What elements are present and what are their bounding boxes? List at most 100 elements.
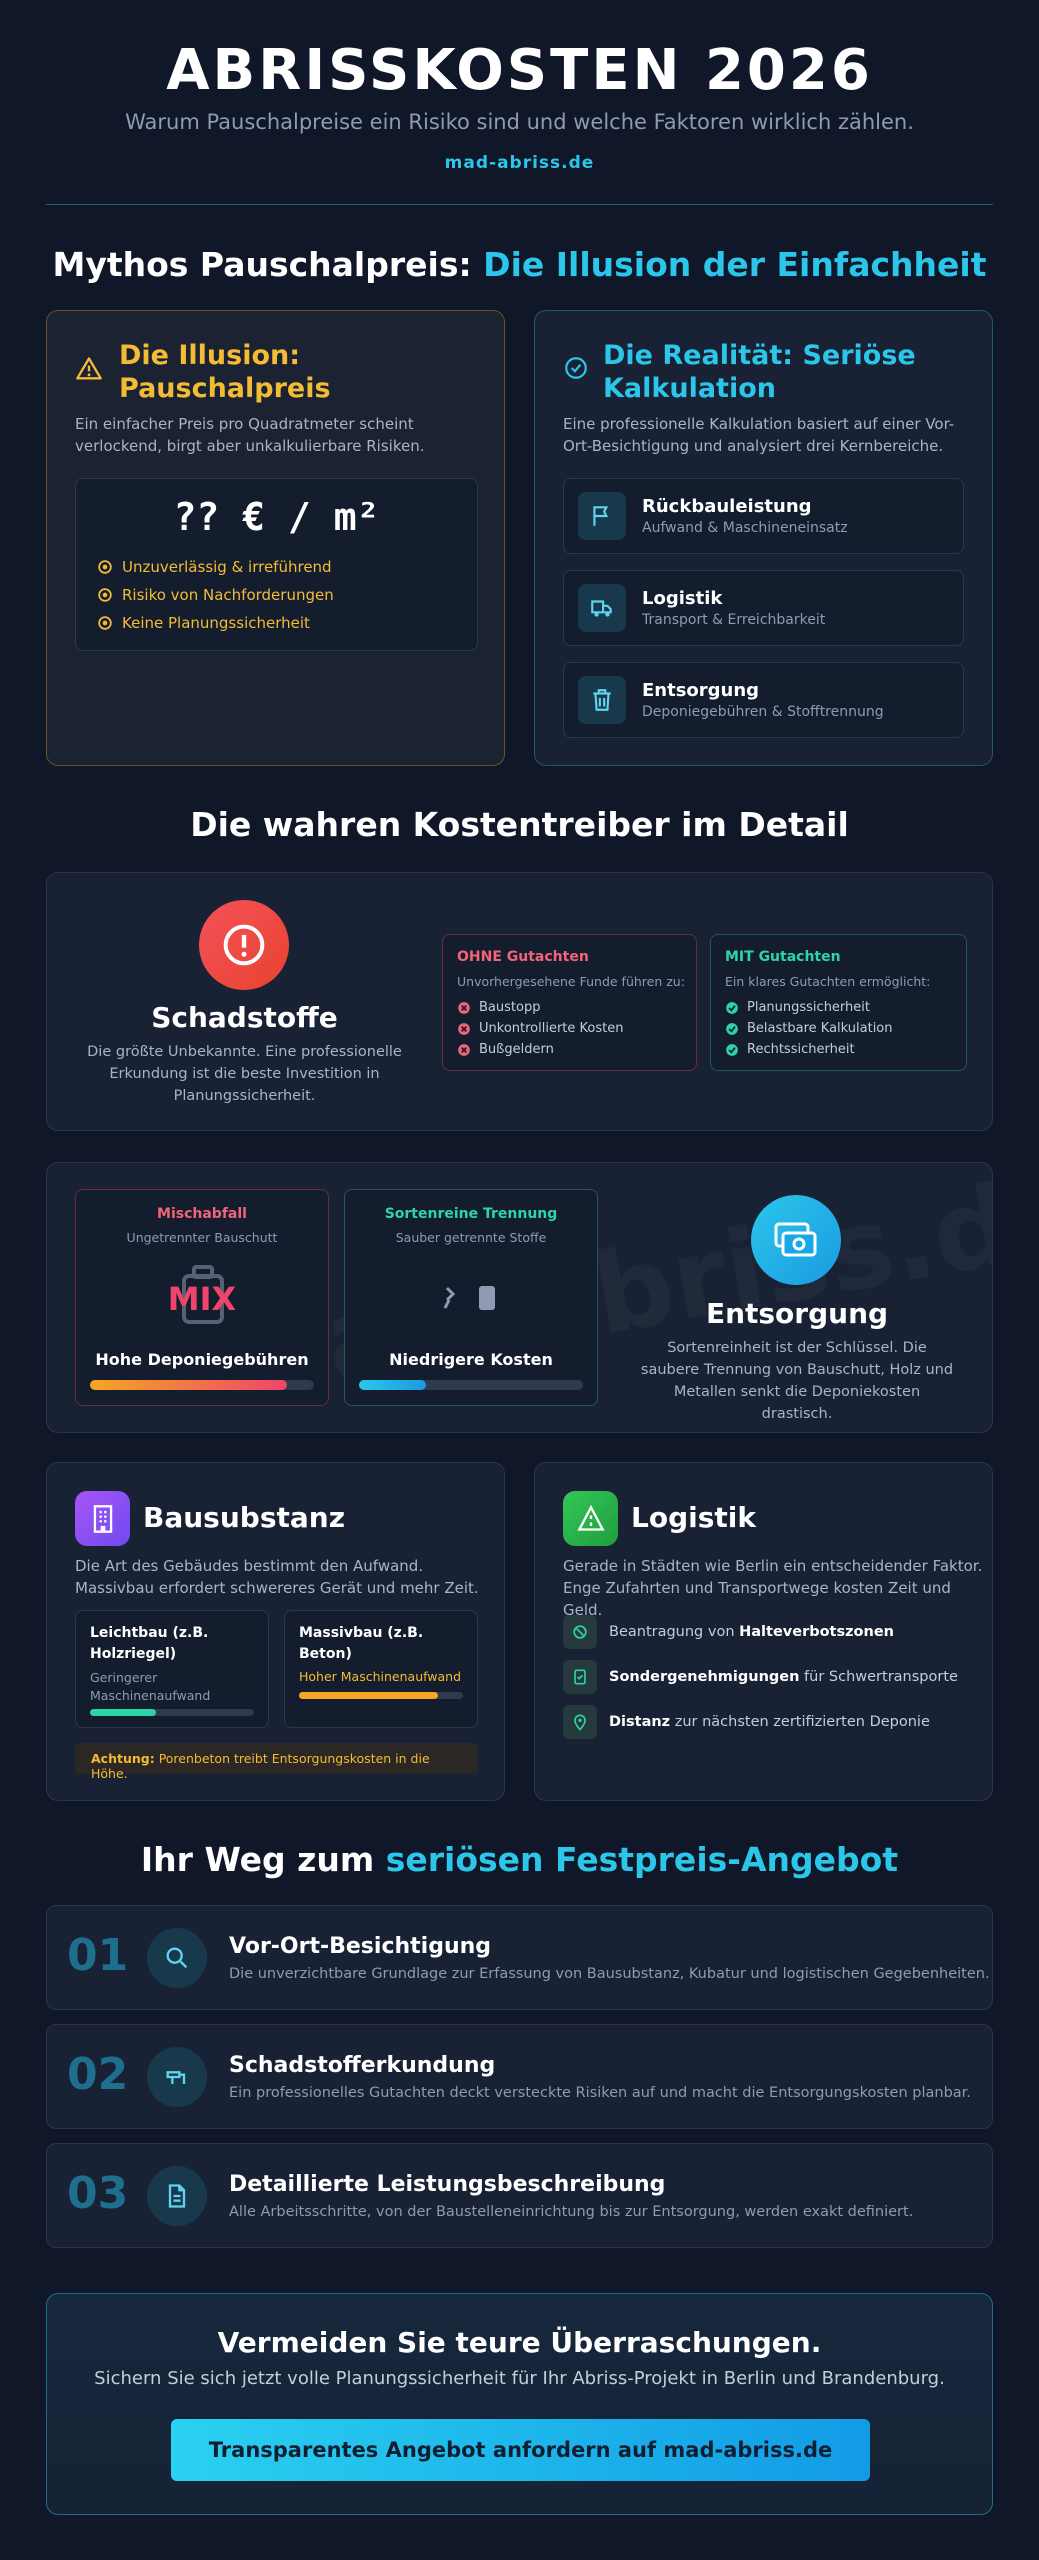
icon xyxy=(728,1046,736,1054)
cta-text: Sichern Sie sich jetzt volle Planungssic… xyxy=(94,2368,945,2389)
reality-card: Die Realität: Seriöse Kalkulation Eine p… xyxy=(534,310,993,766)
title: ABRISSKOSTEN 2026 xyxy=(166,38,873,103)
bar-track xyxy=(299,1692,463,1699)
section-heading: Mythos Pauschalpreis: Die Illusion der E… xyxy=(0,245,1039,284)
bullet: Risiko von Nachforderungen xyxy=(98,581,334,609)
icon xyxy=(99,1510,106,1532)
icon xyxy=(98,588,112,602)
icon xyxy=(87,373,91,377)
icon xyxy=(578,1718,582,1722)
solid-subtitle: Hoher Maschinenaufwand xyxy=(299,1669,462,1684)
icon xyxy=(574,1714,586,1731)
solid-title: Massivbau (z.B. Beton) xyxy=(299,1625,424,1662)
item-icon xyxy=(563,1614,597,1649)
sorted-subtitle: Sauber getrennte Stoffe xyxy=(395,1230,547,1245)
bullet-icon xyxy=(98,560,112,574)
block xyxy=(90,1709,156,1716)
block xyxy=(90,1380,288,1390)
step-number: 01 xyxy=(67,1930,129,1981)
illusion-title: Die Illusion: Pauschalpreis xyxy=(119,340,331,404)
hazard-icon xyxy=(199,900,289,990)
bullet: Keine Planungssicherheit xyxy=(98,609,334,637)
warning-text: Porenbeton treibt Entsorgungskosten in d… xyxy=(91,1751,430,1781)
structure-title: Bausubstanz xyxy=(143,1501,345,1534)
logistics-item: Sondergenehmigungen für Schwertransporte xyxy=(563,1654,958,1699)
item-text: Sondergenehmigungen für Schwertransporte xyxy=(609,1669,958,1685)
item-part: Distanz xyxy=(609,1713,671,1730)
step-text: Die unverzichtbare Grundlage zur Erfassu… xyxy=(229,1966,990,1982)
block: Logistik Transport & Erreichbarkeit xyxy=(642,588,825,628)
without-title: OHNE Gutachten xyxy=(457,949,589,965)
light-title: Leichtbau (z.B. Holzriegel) xyxy=(90,1625,209,1662)
list-item: Bußgeldern xyxy=(457,1039,623,1060)
icon xyxy=(574,1714,586,1731)
mixed-title: Mischabfall xyxy=(157,1206,247,1222)
icon xyxy=(166,2071,186,2084)
icon xyxy=(461,1046,467,1053)
icon xyxy=(593,506,609,526)
list-text: Planungssicherheit xyxy=(747,1000,870,1015)
bullet-icon xyxy=(98,588,112,602)
check-icon xyxy=(565,357,587,379)
myth-heading: Mythos Pauschalpreis: xyxy=(52,245,472,284)
icon xyxy=(479,1286,495,1310)
2-subtitle: Deponiegebühren & Stofftrennung xyxy=(642,704,884,720)
list-text: Belastbare Kalkulation xyxy=(747,1021,893,1036)
warning-icon xyxy=(76,357,102,380)
steps-heading: Ihr Weg zum xyxy=(140,1840,375,1879)
icon xyxy=(728,1025,736,1033)
with-title: MIT Gutachten xyxy=(725,949,841,965)
item-part: Beantragung von xyxy=(609,1623,735,1640)
icon xyxy=(192,1265,214,1279)
step-number: 02 xyxy=(67,2049,129,2100)
item-part: Halteverbotszonen xyxy=(739,1623,895,1640)
1-subtitle: Transport & Erreichbarkeit xyxy=(642,612,826,628)
bullet-icon xyxy=(98,616,112,630)
logistics-item: Distanz zur nächsten zertifizierten Depo… xyxy=(563,1699,958,1744)
block xyxy=(299,1692,439,1699)
structure-text: Die Art des Gebäudes bestimmt den Aufwan… xyxy=(75,1557,479,1597)
bullet-text: Risiko von Nachforderungen xyxy=(122,586,334,604)
block xyxy=(359,1380,427,1390)
bullet-text: Unzuverlässig & irreführend xyxy=(122,558,332,576)
icon xyxy=(461,1025,467,1032)
hazard-text: Die größte Unbekannte. Eine professionel… xyxy=(87,1044,402,1104)
disposal-title: Entsorgung xyxy=(705,1297,889,1330)
step-title: Detaillierte Leistungsbeschreibung xyxy=(229,2172,666,2197)
bin-icon xyxy=(182,1265,224,1324)
item-part: zur nächsten zertifizierten Deponie xyxy=(674,1713,930,1730)
0-subtitle: Aufwand & Maschineneinsatz xyxy=(642,520,848,536)
price-box: ?? € / m² Unzuverlässig & irreführend Ris… xyxy=(75,478,478,651)
steps-heading-highlight: seriösen Festpreis-Angebot xyxy=(385,1840,899,1879)
icon xyxy=(573,1624,587,1639)
illusion-text: Ein einfacher Preis pro Quadratmeter sch… xyxy=(75,415,425,455)
list-item: Planungssicherheit xyxy=(725,997,893,1018)
icon xyxy=(102,592,108,598)
sorted-title: Sortenreine Trennung xyxy=(384,1206,558,1222)
step-icon xyxy=(147,2047,207,2107)
cta-button[interactable]: Transparentes Angebot anfordern auf mad-… xyxy=(171,2419,870,2481)
icon xyxy=(76,357,102,380)
bullet-icon xyxy=(458,1043,470,1056)
icon xyxy=(102,564,108,570)
illusion-card: Die Illusion: Pauschalpreis Ein einfache… xyxy=(46,310,505,766)
road-icon xyxy=(563,1491,618,1546)
item-icon xyxy=(563,1704,597,1739)
warning: Achtung: Porenbeton treibt Entsorgungsko… xyxy=(75,1743,478,1781)
step-title: Vor-Ort-Besichtigung xyxy=(229,1934,492,1959)
icon xyxy=(774,1222,817,1257)
icon xyxy=(781,1231,817,1257)
logistics-card: Logistik Gerade in Städten wie Berlin ei… xyxy=(534,1462,993,1801)
bullet-icon xyxy=(458,1001,470,1014)
sorted-box: Sortenreine Trennung Sauber getrennte St… xyxy=(344,1189,598,1406)
step-icon xyxy=(147,2166,207,2226)
bullet-icon xyxy=(458,1022,470,1035)
hazard-title: Schadstoffe xyxy=(151,1001,338,1034)
step-text: Alle Arbeitsschritte, von der Baustellen… xyxy=(229,2204,914,2220)
cta-title: Vermeiden Sie teure Überraschungen. xyxy=(217,2326,822,2359)
list-text: Rechtssicherheit xyxy=(747,1042,855,1057)
icon xyxy=(93,1504,112,1533)
illusion-price: ?? € / m² xyxy=(173,495,380,539)
icon xyxy=(726,1043,738,1056)
disposal-card: mad-abriss.de Mischabfall Ungetrennter B… xyxy=(46,1162,993,1433)
